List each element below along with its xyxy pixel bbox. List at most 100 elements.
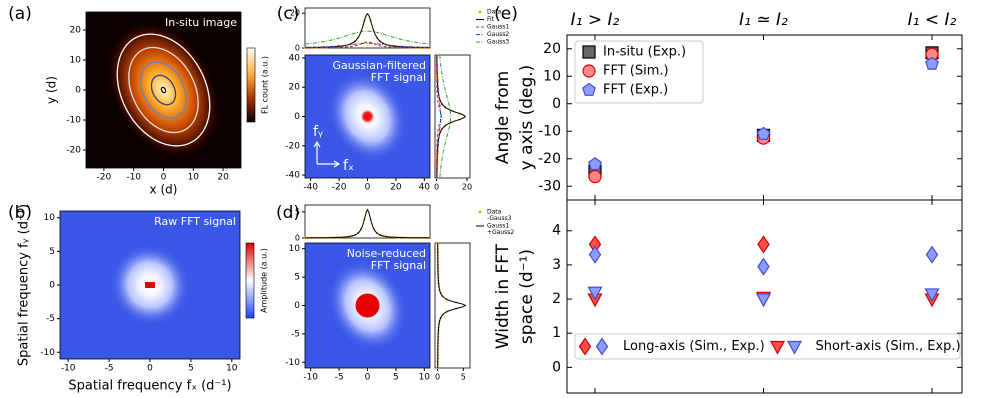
y-tick-label: 0	[294, 301, 300, 311]
y-tick-label: -10	[66, 116, 81, 126]
x-tick-label: 20	[390, 183, 402, 193]
arrow	[313, 140, 341, 168]
y-tick-label: 20	[543, 41, 561, 57]
marker	[755, 293, 772, 308]
x-tick-label: -10	[303, 373, 318, 383]
panel-label: (a)	[8, 4, 32, 24]
marker	[582, 64, 596, 78]
marker	[925, 56, 939, 70]
legend-label: Gauss1	[487, 223, 509, 230]
legend-label: Gauss2	[487, 31, 509, 38]
x-tick-label: 0	[147, 364, 153, 374]
legend-label: Fit	[487, 16, 495, 23]
legend-box	[574, 333, 961, 360]
frame	[566, 199, 963, 394]
profile-curve	[437, 243, 467, 368]
marker	[595, 337, 609, 356]
contour	[160, 86, 167, 94]
y-tick-label: 0	[75, 86, 81, 96]
y-tick-label: 5	[295, 207, 300, 216]
y-tick-label: 40	[289, 53, 301, 63]
profile-curve	[305, 208, 430, 239]
y-tick-label: 20	[70, 26, 82, 36]
y-tick-label: 10	[44, 213, 56, 223]
y-tick-label: 0	[552, 359, 561, 375]
y-axis-label: Angle from	[493, 71, 513, 164]
x-tick-label: 20	[217, 173, 229, 183]
marker	[925, 245, 939, 264]
image	[305, 55, 430, 178]
profile-frame	[434, 54, 471, 179]
contour	[128, 46, 199, 134]
marker	[757, 257, 770, 276]
y-tick-label: -20	[538, 151, 561, 167]
legend-marker	[478, 210, 482, 214]
x-tick-label: 5	[393, 373, 399, 383]
panel-label: (c)	[277, 4, 300, 24]
marker	[588, 157, 602, 171]
x-axis-label: x (d)	[150, 183, 178, 197]
marker	[786, 340, 803, 355]
y-axis-label: y axis (deg.)	[517, 65, 537, 171]
y-tick-label: -10	[40, 348, 55, 358]
profile-frame	[434, 242, 471, 369]
y-tick-label: 5	[294, 273, 300, 283]
y-tick-label: 3	[552, 257, 561, 273]
x-tick-label: 0	[161, 173, 167, 183]
y-tick-label: 0	[294, 112, 300, 122]
legend-box	[574, 40, 704, 104]
x-tick-label: 20	[462, 183, 472, 192]
y-tick-label: 20	[289, 83, 301, 93]
y-tick-label: 5	[49, 247, 55, 257]
x-tick-label: 10	[226, 364, 238, 374]
category-label: I₁ < I₂	[908, 10, 957, 30]
contour	[140, 61, 187, 119]
marker	[588, 170, 602, 184]
profile-curve	[304, 30, 431, 45]
category-label: I₁ > I₂	[571, 10, 620, 30]
x-tick-label: -40	[303, 183, 318, 193]
colorbar	[246, 47, 256, 123]
legend-label: Gauss1	[487, 24, 509, 31]
colorbar	[245, 242, 255, 319]
x-axis-label: Spatial frequency fₓ (d⁻¹)	[68, 379, 231, 394]
x-tick-label: 0	[365, 373, 371, 383]
panel-label: (d)	[276, 203, 300, 223]
x-tick-label: 10	[419, 373, 431, 383]
x-tick-label: 0	[435, 373, 440, 382]
x-tick-label: -10	[61, 364, 76, 374]
image-label: FFT signal	[371, 259, 426, 272]
x-tick-label: 10	[188, 173, 200, 183]
y-tick-label: 1	[552, 325, 561, 341]
panel-label: (e)	[494, 4, 518, 24]
profile-curve	[305, 42, 430, 48]
x-tick-label: -5	[335, 373, 344, 383]
y-tick-label: -5	[291, 329, 300, 339]
marker	[769, 340, 786, 355]
profile-curve	[436, 55, 442, 178]
y-tick-label: 0	[295, 234, 300, 243]
contour	[150, 74, 177, 106]
contour	[116, 33, 211, 147]
colorbar-label: FL count (a.u.)	[261, 56, 270, 114]
x-tick-label: -20	[97, 173, 112, 183]
center-spot	[355, 293, 380, 318]
legend-label: +Gauss2	[487, 229, 514, 236]
marker	[582, 45, 596, 59]
center-spot	[145, 282, 155, 288]
y-tick-label: -20	[285, 141, 300, 151]
y-tick-label: 10	[289, 244, 301, 254]
image	[86, 12, 241, 168]
x-tick-label: -10	[126, 173, 141, 183]
y-tick-label: -40	[285, 171, 300, 181]
y-tick-label: 10	[70, 56, 82, 66]
y-axis-label: Width in FFT	[493, 243, 513, 349]
image-label: Noise-reduced	[347, 247, 426, 260]
x-tick-label: 0	[434, 183, 439, 192]
y-tick-label: -10	[538, 123, 561, 139]
category-label: I₁ ≃ I₂	[739, 10, 788, 30]
x-tick-label: 0	[365, 183, 371, 193]
image-label: Gaussian-filtered	[332, 59, 426, 72]
